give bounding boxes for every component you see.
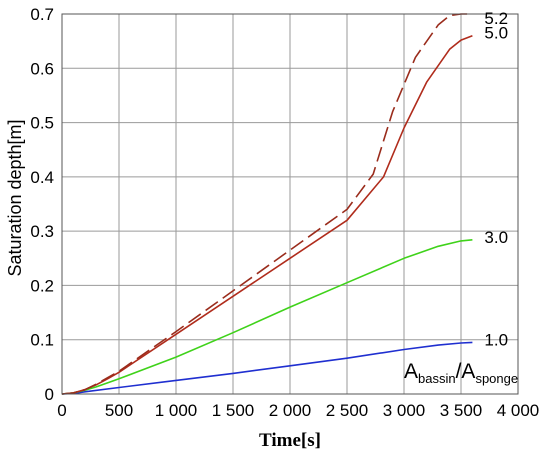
y-tick-label: 0.2	[30, 276, 54, 295]
y-tick-label: 0.4	[30, 168, 54, 187]
ratio-sub1: bassin	[418, 371, 456, 386]
plot-frame	[61, 13, 519, 395]
series-label-1.0: 1.0	[484, 330, 508, 349]
y-tick-label: 0.5	[30, 114, 54, 133]
y-tick-label: 0.1	[30, 331, 54, 350]
y-tick-label: 0.7	[30, 5, 54, 24]
grid	[61, 13, 519, 395]
y-axis-title: Saturation depth[m]	[5, 119, 25, 276]
y-tick-label: 0	[45, 385, 54, 404]
ratio-slash: /A	[456, 360, 476, 383]
y-tick-label: 0.3	[30, 222, 54, 241]
tick-labels: 0 500 1 000 1 500 2 000 2 500 3 000 3 500 4 000 0…	[30, 5, 539, 420]
series-labels: 1.0 3.0 5.05.2	[484, 9, 508, 349]
series-label-3.0: 3.0	[484, 228, 508, 247]
series-label-5.0: 5.0	[484, 24, 508, 43]
series-line-5.0	[61, 34, 473, 395]
series-line-1.0	[61, 341, 473, 395]
x-tick-label: 2 000	[269, 401, 312, 420]
y-tick-label: 0.6	[30, 59, 54, 78]
x-tick-label: 4 000	[497, 401, 540, 420]
series-line-5.2	[61, 13, 473, 395]
series-label-5.2: 5.2	[484, 9, 508, 28]
x-tick-label: 3 500	[440, 401, 483, 420]
ratio-sub2: sponge	[475, 371, 518, 386]
ratio-a1: A	[404, 360, 418, 383]
ratio-annotation: Abassin/Asponge	[404, 360, 518, 386]
x-tick-label: 2 500	[326, 401, 369, 420]
x-tick-label: 0	[57, 401, 66, 420]
x-tick-label: 1 000	[155, 401, 198, 420]
x-tick-label: 1 500	[212, 401, 255, 420]
x-tick-label: 500	[105, 401, 133, 420]
x-axis-title: Time[s]	[259, 430, 321, 451]
series-layer	[61, 13, 473, 395]
x-tick-label: 3 000	[383, 401, 426, 420]
